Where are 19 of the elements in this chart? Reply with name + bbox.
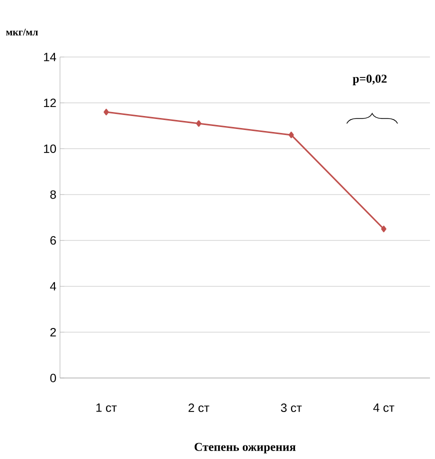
point	[104, 108, 109, 116]
x-tick-label: 4 ст	[373, 404, 394, 412]
point	[288, 132, 294, 138]
point	[381, 226, 386, 232]
y-tick-label: 12	[44, 98, 56, 108]
point	[196, 120, 202, 127]
x-tick-label: 1 ст	[96, 404, 117, 412]
y-tick-label: 2	[50, 328, 56, 336]
x-axis-title: Степень ожирения	[194, 442, 296, 454]
y-tick-label: 6	[50, 236, 56, 245]
x-tick-label: 2 ст	[188, 404, 210, 412]
y-tick-label: 0	[50, 374, 56, 382]
y-tick-label: 4	[50, 282, 56, 290]
y-tick-label: 8	[50, 190, 56, 199]
annotation: p=0,02	[352, 74, 387, 86]
y-axis-title: мкг/мл	[6, 28, 38, 36]
y-tick-label: 10	[44, 144, 56, 153]
y-tick-label: 14	[44, 52, 56, 62]
x-tick-label: 3 ст	[280, 404, 302, 412]
